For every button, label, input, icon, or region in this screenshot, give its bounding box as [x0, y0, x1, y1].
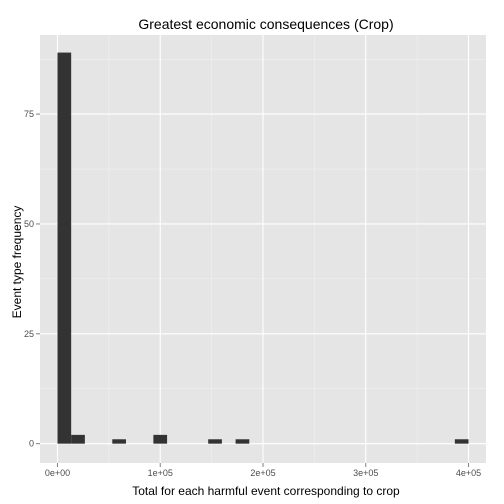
x-tick-label: 3e+05	[353, 468, 378, 478]
histogram-bars	[57, 52, 469, 444]
histogram-bar	[454, 439, 469, 444]
y-tick-label: 50	[24, 219, 34, 229]
y-tick-label: 25	[24, 329, 34, 339]
x-axis-ticks: 0e+00 1e+05 2e+05 3e+05 4e+05	[45, 463, 481, 478]
chart-title: Greatest economic consequences (Crop)	[138, 16, 393, 32]
x-tick-label: 1e+05	[148, 468, 173, 478]
y-axis-label: Event type frequency	[10, 206, 24, 319]
y-tick-label: 0	[29, 439, 34, 449]
x-tick-label: 4e+05	[456, 468, 481, 478]
histogram-bar	[235, 439, 250, 444]
histogram-bar	[208, 439, 222, 444]
x-tick-label: 2e+05	[250, 468, 275, 478]
x-axis-label: Total for each harmful event correspondi…	[132, 484, 400, 498]
histogram-bar	[112, 439, 126, 444]
x-tick-label: 0e+00	[45, 468, 70, 478]
y-tick-label: 75	[24, 109, 34, 119]
histogram-bar	[153, 434, 168, 444]
histogram-bar	[71, 434, 85, 444]
histogram-bar	[57, 52, 72, 444]
y-axis-ticks: 0 25 50 75	[24, 109, 40, 449]
